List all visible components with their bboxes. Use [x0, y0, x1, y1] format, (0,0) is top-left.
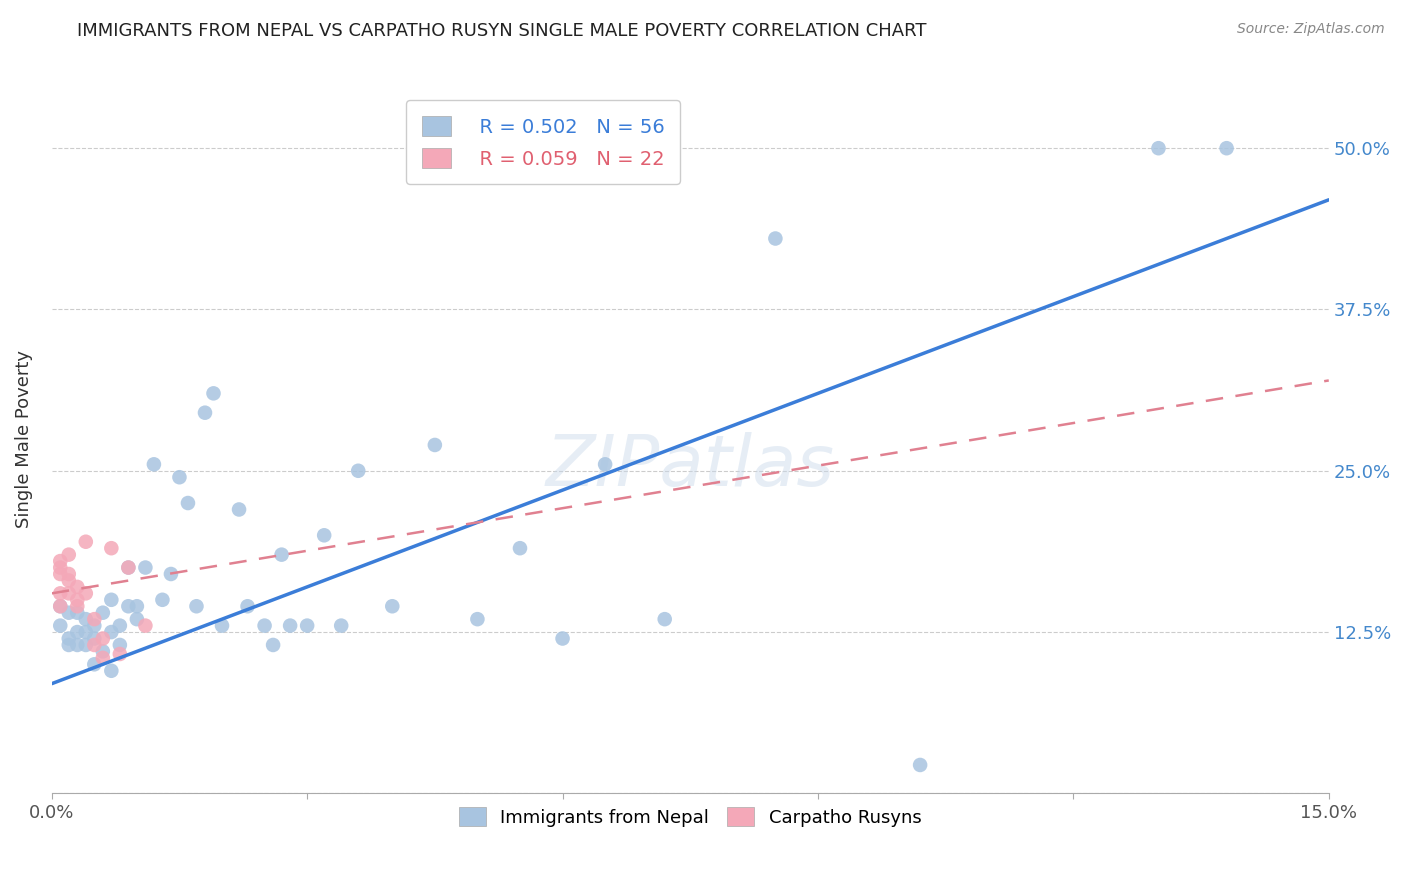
- Point: [83, 612, 105, 626]
- Point: [58, 638, 80, 652]
- Point: [108, 647, 131, 661]
- Point: [236, 599, 259, 614]
- Point: [160, 566, 183, 581]
- Point: [228, 502, 250, 516]
- Point: [49, 554, 72, 568]
- Point: [509, 541, 531, 556]
- Point: [194, 406, 217, 420]
- Point: [100, 625, 122, 640]
- Point: [423, 438, 446, 452]
- Point: [108, 618, 131, 632]
- Point: [347, 464, 370, 478]
- Point: [593, 458, 616, 472]
- Point: [83, 657, 105, 672]
- Point: [66, 625, 89, 640]
- Point: [49, 618, 72, 632]
- Point: [134, 618, 156, 632]
- Point: [142, 458, 165, 472]
- Point: [202, 386, 225, 401]
- Point: [314, 528, 336, 542]
- Point: [58, 632, 80, 646]
- Point: [58, 548, 80, 562]
- Point: [177, 496, 200, 510]
- Point: [83, 638, 105, 652]
- Point: [75, 534, 97, 549]
- Point: [125, 599, 148, 614]
- Text: Source: ZipAtlas.com: Source: ZipAtlas.com: [1237, 22, 1385, 37]
- Point: [66, 592, 89, 607]
- Point: [551, 632, 574, 646]
- Point: [66, 580, 89, 594]
- Point: [330, 618, 353, 632]
- Point: [467, 612, 489, 626]
- Point: [75, 625, 97, 640]
- Point: [908, 758, 931, 772]
- Point: [763, 231, 786, 245]
- Y-axis label: Single Male Poverty: Single Male Poverty: [15, 350, 32, 527]
- Point: [91, 606, 114, 620]
- Point: [654, 612, 676, 626]
- Point: [75, 612, 97, 626]
- Point: [100, 541, 122, 556]
- Point: [1215, 141, 1237, 155]
- Point: [100, 664, 122, 678]
- Point: [66, 638, 89, 652]
- Point: [49, 586, 72, 600]
- Point: [134, 560, 156, 574]
- Point: [295, 618, 318, 632]
- Point: [262, 638, 284, 652]
- Point: [169, 470, 191, 484]
- Point: [66, 599, 89, 614]
- Point: [152, 592, 174, 607]
- Point: [49, 560, 72, 574]
- Point: [117, 560, 139, 574]
- Point: [83, 632, 105, 646]
- Point: [66, 606, 89, 620]
- Legend: Immigrants from Nepal, Carpatho Rusyns: Immigrants from Nepal, Carpatho Rusyns: [451, 800, 929, 834]
- Point: [381, 599, 404, 614]
- Point: [1147, 141, 1170, 155]
- Point: [270, 548, 292, 562]
- Point: [278, 618, 301, 632]
- Point: [211, 618, 233, 632]
- Point: [49, 599, 72, 614]
- Point: [91, 644, 114, 658]
- Point: [125, 612, 148, 626]
- Point: [75, 638, 97, 652]
- Point: [49, 566, 72, 581]
- Point: [117, 599, 139, 614]
- Point: [58, 586, 80, 600]
- Text: IMMIGRANTS FROM NEPAL VS CARPATHO RUSYN SINGLE MALE POVERTY CORRELATION CHART: IMMIGRANTS FROM NEPAL VS CARPATHO RUSYN …: [77, 22, 927, 40]
- Point: [91, 651, 114, 665]
- Point: [100, 592, 122, 607]
- Point: [83, 618, 105, 632]
- Point: [75, 586, 97, 600]
- Point: [117, 560, 139, 574]
- Text: ZIPatlas: ZIPatlas: [546, 433, 835, 501]
- Point: [108, 638, 131, 652]
- Point: [91, 632, 114, 646]
- Point: [58, 606, 80, 620]
- Point: [58, 574, 80, 588]
- Point: [186, 599, 208, 614]
- Point: [58, 566, 80, 581]
- Point: [49, 599, 72, 614]
- Point: [253, 618, 276, 632]
